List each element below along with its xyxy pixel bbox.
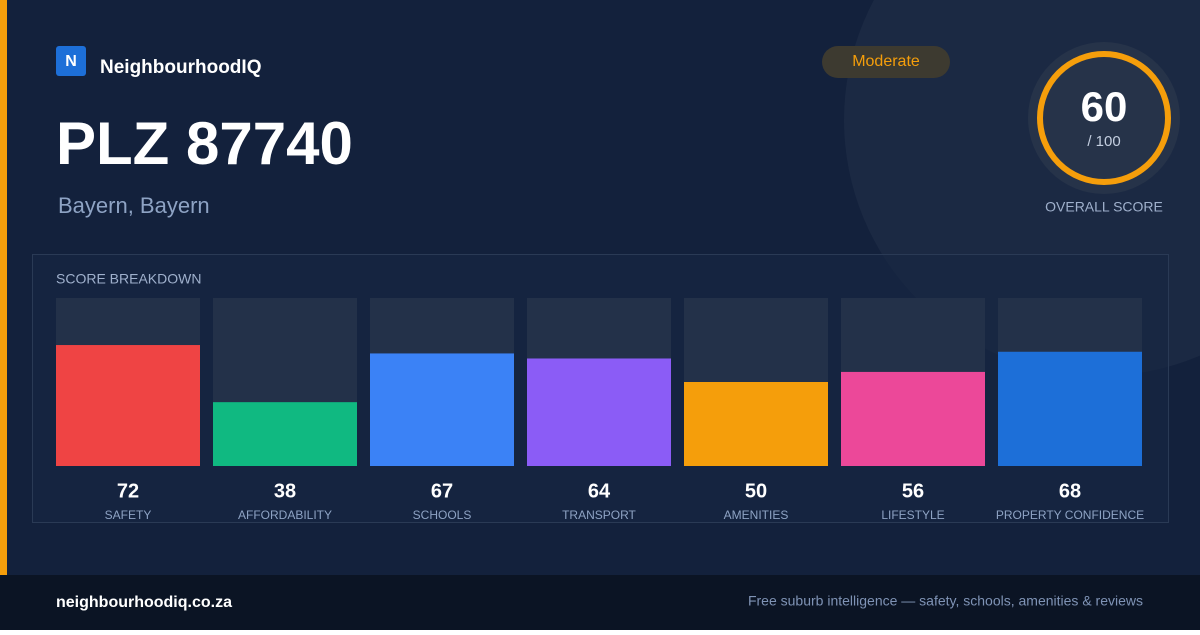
value-label: 64 xyxy=(588,480,611,502)
bar xyxy=(527,358,671,466)
value-label: 38 xyxy=(274,480,296,502)
title: PLZ 87740 xyxy=(56,110,353,177)
chart-title: SCORE BREAKDOWN xyxy=(56,271,201,287)
overall-max: / 100 xyxy=(1087,133,1120,150)
category-label: AMENITIES xyxy=(724,508,789,522)
gauge-bg xyxy=(1028,42,1180,194)
overall-score: 60 xyxy=(1081,83,1128,130)
value-label: 67 xyxy=(431,480,453,502)
gauge-ring xyxy=(1037,51,1171,185)
badge-text: Moderate xyxy=(852,53,920,70)
brand-name: NeighbourhoodIQ xyxy=(100,57,261,78)
badge xyxy=(822,46,950,78)
footer-tagline: Free suburb intelligence — safety, schoo… xyxy=(748,593,1143,609)
accent-stripe xyxy=(0,0,7,575)
footer-site: neighbourhoodiq.co.za xyxy=(56,594,232,611)
logo-letter: N xyxy=(65,53,77,70)
value-label: 50 xyxy=(745,480,767,502)
logo xyxy=(56,46,86,76)
bar xyxy=(213,402,357,466)
category-label: LIFESTYLE xyxy=(881,508,944,522)
category-label: SAFETY xyxy=(105,508,152,522)
bar xyxy=(684,382,828,466)
category-label: PROPERTY CONFIDENCE xyxy=(996,508,1144,522)
value-label: 72 xyxy=(117,480,139,502)
bar xyxy=(841,371,985,466)
footer xyxy=(0,575,1200,630)
bar xyxy=(56,345,200,466)
category-label: SCHOOLS xyxy=(413,508,472,522)
bar xyxy=(998,351,1142,466)
subtitle: Bayern, Bayern xyxy=(58,193,210,218)
category-label: AFFORDABILITY xyxy=(238,508,332,522)
category-label: TRANSPORT xyxy=(562,508,636,522)
bar xyxy=(370,353,514,466)
value-label: 56 xyxy=(902,480,924,502)
value-label: 68 xyxy=(1059,480,1081,502)
overall-label: OVERALL SCORE xyxy=(1045,199,1163,215)
